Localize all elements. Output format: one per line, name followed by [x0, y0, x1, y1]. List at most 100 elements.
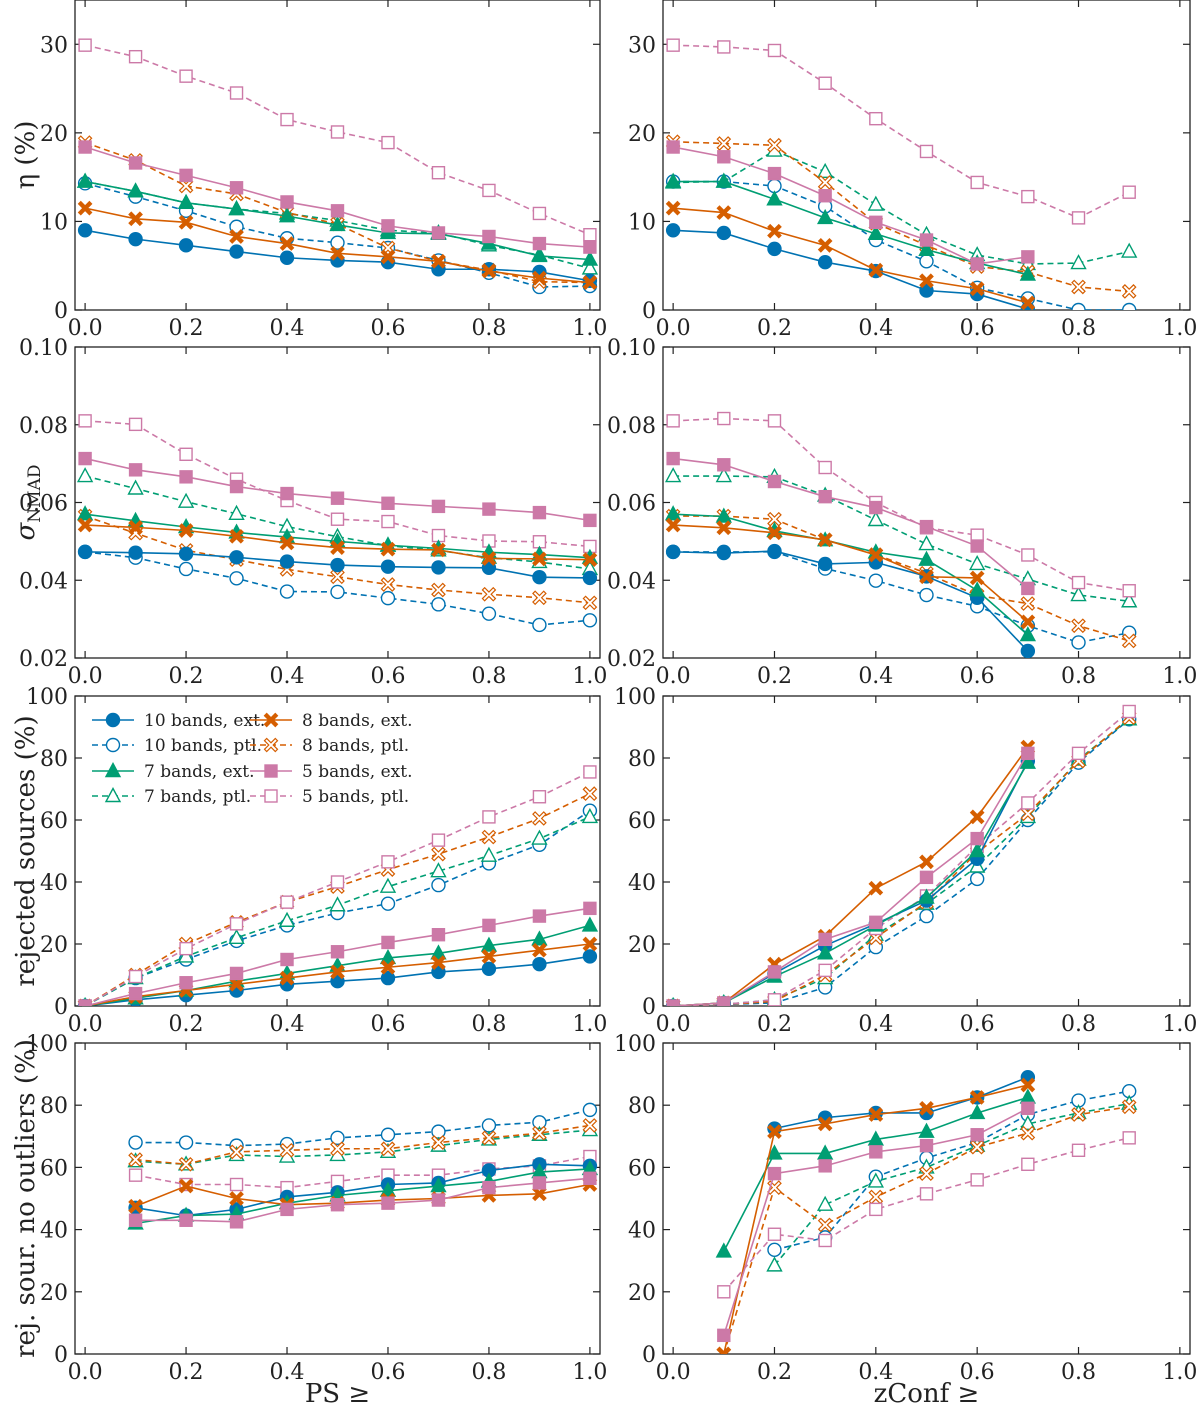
- data-point: [1020, 1125, 1036, 1141]
- series-b8e: [77, 517, 598, 567]
- y-tick-label: 20: [628, 122, 656, 147]
- data-point: [481, 263, 497, 279]
- data-point: [818, 189, 832, 203]
- data-point: [229, 229, 244, 244]
- series-line: [135, 1124, 591, 1166]
- data-point: [1071, 302, 1086, 310]
- data-point: [969, 554, 986, 571]
- data-point: [1021, 189, 1035, 204]
- data-point: [867, 1130, 884, 1146]
- data-point: [582, 595, 598, 611]
- data-point: [868, 1107, 884, 1122]
- data-point: [380, 970, 396, 986]
- y-tick-label: 0: [54, 995, 68, 1020]
- panel-ps-eta: 0.0 0.2 0.4 0.6 0.8 1.0 0 10 20 30 η (%): [11, 0, 607, 341]
- data-point: [767, 993, 782, 1006]
- panel-zconf-sigma: 0.0 0.2 0.4 0.6 0.8 1.0 0.02 0.04 0.06 0.08 0.10: [607, 336, 1197, 689]
- data-point: [482, 502, 496, 516]
- data-point: [179, 1213, 193, 1227]
- y-tick-label: 40: [628, 871, 656, 896]
- legend-label: 7 bands, ptl.: [144, 787, 251, 807]
- data-point: [532, 1186, 547, 1202]
- series-b10p: [128, 1102, 598, 1153]
- data-point: [919, 569, 934, 585]
- data-point: [431, 877, 446, 893]
- data-point: [431, 542, 446, 558]
- data-point: [818, 460, 832, 475]
- data-point: [1121, 592, 1138, 608]
- data-point: [582, 613, 598, 628]
- y-tick-label: 40: [40, 1219, 68, 1244]
- x-tick-label: 0.2: [757, 664, 792, 689]
- data-point: [816, 162, 834, 179]
- data-point: [178, 561, 194, 577]
- x-tick-label: 0.2: [757, 1360, 792, 1385]
- plot-frame: [662, 1042, 1191, 1355]
- data-point: [77, 544, 93, 560]
- data-point: [970, 175, 984, 190]
- x-tick-label: 0.2: [169, 1012, 204, 1037]
- series-line: [673, 752, 1029, 1006]
- data-point: [380, 896, 396, 911]
- x-tick-label: 0.0: [656, 1012, 691, 1037]
- data-point: [1021, 548, 1035, 562]
- data-point: [278, 207, 296, 223]
- data-point: [918, 550, 935, 566]
- data-point: [431, 1193, 446, 1207]
- series-b5p: [78, 38, 597, 242]
- data-point: [481, 1130, 497, 1146]
- series-line: [673, 149, 1130, 265]
- data-point: [868, 547, 884, 563]
- y-tick-label: 30: [40, 33, 68, 58]
- data-point: [76, 172, 94, 188]
- data-point: [330, 557, 345, 573]
- data-point: [867, 224, 884, 241]
- data-point: [330, 964, 345, 980]
- data-point: [919, 587, 934, 603]
- data-point: [582, 570, 598, 586]
- series-line: [774, 1076, 1029, 1130]
- data-point: [78, 414, 92, 428]
- data-point: [128, 1168, 143, 1182]
- data-point: [582, 786, 598, 801]
- y-tick-label: 30: [628, 33, 656, 58]
- series-line: [84, 44, 591, 236]
- x-tick-label: 0.6: [960, 1360, 995, 1385]
- x-tick-label: 1.0: [572, 664, 607, 689]
- data-point: [767, 511, 782, 527]
- legend-label: 5 bands, ext.: [302, 762, 412, 782]
- data-point: [229, 966, 244, 981]
- data-point: [381, 135, 395, 150]
- data-point: [582, 275, 598, 290]
- panel-zconf-nooutliers: 0.0 0.2 0.4 0.6 0.8 1.0 0 20 40 60 80 100 zConf ≥: [614, 1032, 1197, 1409]
- data-point: [279, 970, 295, 986]
- data-point: [229, 976, 244, 992]
- data-point: [666, 414, 680, 428]
- data-point: [716, 520, 732, 536]
- data-point: [381, 1196, 395, 1210]
- data-point: [918, 888, 935, 904]
- legend-label: 8 bands, ext.: [302, 711, 412, 731]
- data-point: [127, 479, 144, 495]
- data-point: [1071, 746, 1086, 761]
- x-tick-label: 0.8: [471, 1012, 506, 1037]
- data-point: [817, 532, 833, 548]
- data-point: [379, 948, 397, 965]
- data-point: [430, 944, 447, 960]
- data-point: [1070, 586, 1087, 602]
- data-point: [179, 976, 193, 990]
- data-point: [431, 560, 446, 575]
- legend-marker: [104, 787, 122, 803]
- data-point: [1121, 242, 1138, 258]
- data-point: [919, 1100, 934, 1116]
- data-point: [431, 955, 446, 970]
- data-point: [330, 1130, 345, 1146]
- data-point: [767, 166, 782, 181]
- data-point: [583, 228, 597, 242]
- data-point: [532, 270, 547, 286]
- series-b5e: [666, 746, 1035, 1006]
- series-b5p: [78, 765, 597, 1006]
- data-point: [1021, 796, 1035, 810]
- y-tick-label: 40: [40, 871, 68, 896]
- x-tick-label: 1.0: [1162, 1360, 1197, 1385]
